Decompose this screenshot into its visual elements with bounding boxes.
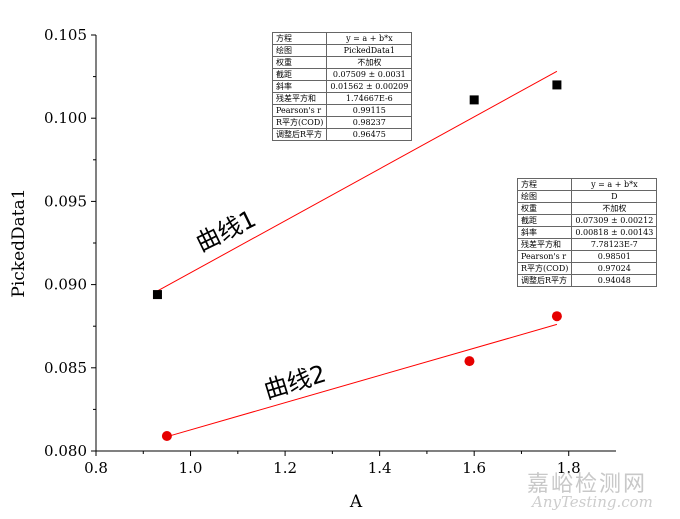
x-axis-label: A [349,492,363,512]
fit-table-key: 残差平方和 [516,238,573,251]
fit-table-value: D [571,190,658,203]
y-tick-label: 0.090 [44,276,87,294]
x-tick-label: 1.0 [179,459,203,477]
fit-table-row: Pearson's r 0.99115 [271,104,413,117]
fit-table-row: 方程 y = a + b*x [271,32,413,45]
x-tick-label: 1.8 [557,459,581,477]
series2-point [464,356,475,367]
x-tick-label: 0.8 [84,459,108,477]
fit-table-series2: 方程 y = a + b*x 绘图 D 权重 不加权 截距 0.07309 ± 0.00212… [516,178,658,287]
fit-table-row: 截距 0.07509 ± 0.0031 [271,68,413,81]
fit-table-value: 0.07509 ± 0.0031 [326,68,413,81]
fit-lines [157,70,558,438]
fit-table-key: 调整后R平方 [271,128,328,141]
y-axis-label: PickedData1 [9,188,29,297]
fit-table-row: R平方(COD) 0.97024 [516,262,658,275]
fit-table-key: 方程 [271,32,328,45]
series1-point [469,95,479,105]
fit-table-row: 残差平方和 1.74667E-6 [271,92,413,105]
series2-point [161,431,172,442]
fit-table-key: 方程 [516,178,573,191]
fit-table-value: 1.74667E-6 [326,92,413,105]
fit-table-key: Pearson's r [516,250,573,263]
fit-table-key: 斜率 [516,226,573,239]
y-tick-label: 0.080 [44,442,87,460]
y-tick-label: 0.095 [44,192,87,210]
fit-table-value: y = a + b*x [326,32,413,45]
fit-table-row: 斜率 0.00818 ± 0.00143 [516,226,658,239]
fit-table-row: 截距 0.07309 ± 0.00212 [516,214,658,227]
fit-table-row: 绘图 PickedData1 [271,44,413,57]
series1-label: 曲线1 [191,204,260,257]
series1-point [152,290,162,300]
fit-table-value: 0.01562 ± 0.00209 [326,80,413,93]
fit-table-value: PickedData1 [326,44,413,57]
fit-table-series1: 方程 y = a + b*x 绘图 PickedData1 权重 不加权 截距 0.07509… [271,32,413,141]
fit-table-key: R平方(COD) [271,116,328,129]
fit-table-row: 绘图 D [516,190,658,203]
fit-table-value: 0.97024 [571,262,658,275]
fit-table-row: R平方(COD) 0.98237 [271,116,413,129]
fit-table-value: 7.78123E-7 [571,238,658,251]
fit-table-value: 0.98237 [326,116,413,129]
fit-table-row: 调整后R平方 0.94048 [516,274,658,287]
series2-label: 曲线2 [261,359,330,404]
fit-line-series1 [157,70,558,292]
x-tick-label: 1.2 [273,459,297,477]
fit-table-value: y = a + b*x [571,178,658,191]
y-tick-label: 0.085 [44,359,87,377]
fit-table-value: 0.96475 [326,128,413,141]
fit-table-key: Pearson's r [271,104,328,117]
fit-table-value: 0.99115 [326,104,413,117]
fit-line-series2 [166,323,558,438]
x-tick-label: 1.6 [462,459,486,477]
series2-point [551,311,562,322]
fit-table-key: R平方(COD) [516,262,573,275]
x-tick-label: 1.4 [368,459,392,477]
fit-table-key: 截距 [271,68,328,81]
fit-table-row: Pearson's r 0.98501 [516,250,658,263]
fit-table-key: 绘图 [271,44,328,57]
fit-table-key: 残差平方和 [271,92,328,105]
watermark-url: AnyTesting.com [532,493,653,511]
fit-table-key: 权重 [271,56,328,69]
fit-table-value: 不加权 [326,56,413,69]
data-points [152,80,562,442]
fit-table-row: 调整后R平方 0.96475 [271,128,413,141]
fit-table-key: 权重 [516,202,573,215]
axes: 0.8 1.0 1.2 1.4 1.6 1.8 0.080 0.085 0.090 0.095 0.… [44,26,616,477]
series1-point [552,80,562,90]
fit-table-key: 截距 [516,214,573,227]
fit-table-row: 残差平方和 7.78123E-7 [516,238,658,251]
fit-table-key: 绘图 [516,190,573,203]
fit-table-row: 斜率 0.01562 ± 0.00209 [271,80,413,93]
fit-table-value: 不加权 [571,202,658,215]
fit-table-key: 斜率 [271,80,328,93]
fit-table-value: 0.98501 [571,250,658,263]
y-tick-label: 0.100 [44,109,87,127]
watermark-logo-text: 嘉峪检测网 [527,472,648,497]
fit-table-value: 0.07309 ± 0.00212 [571,214,658,227]
fit-table-row: 权重 不加权 [516,202,658,215]
fit-table-value: 0.00818 ± 0.00143 [571,226,658,239]
fit-table-key: 调整后R平方 [516,274,573,287]
fit-table-row: 方程 y = a + b*x [516,178,658,191]
fit-table-row: 权重 不加权 [271,56,413,69]
fit-table-value: 0.94048 [571,274,658,287]
y-tick-label: 0.105 [44,26,87,44]
